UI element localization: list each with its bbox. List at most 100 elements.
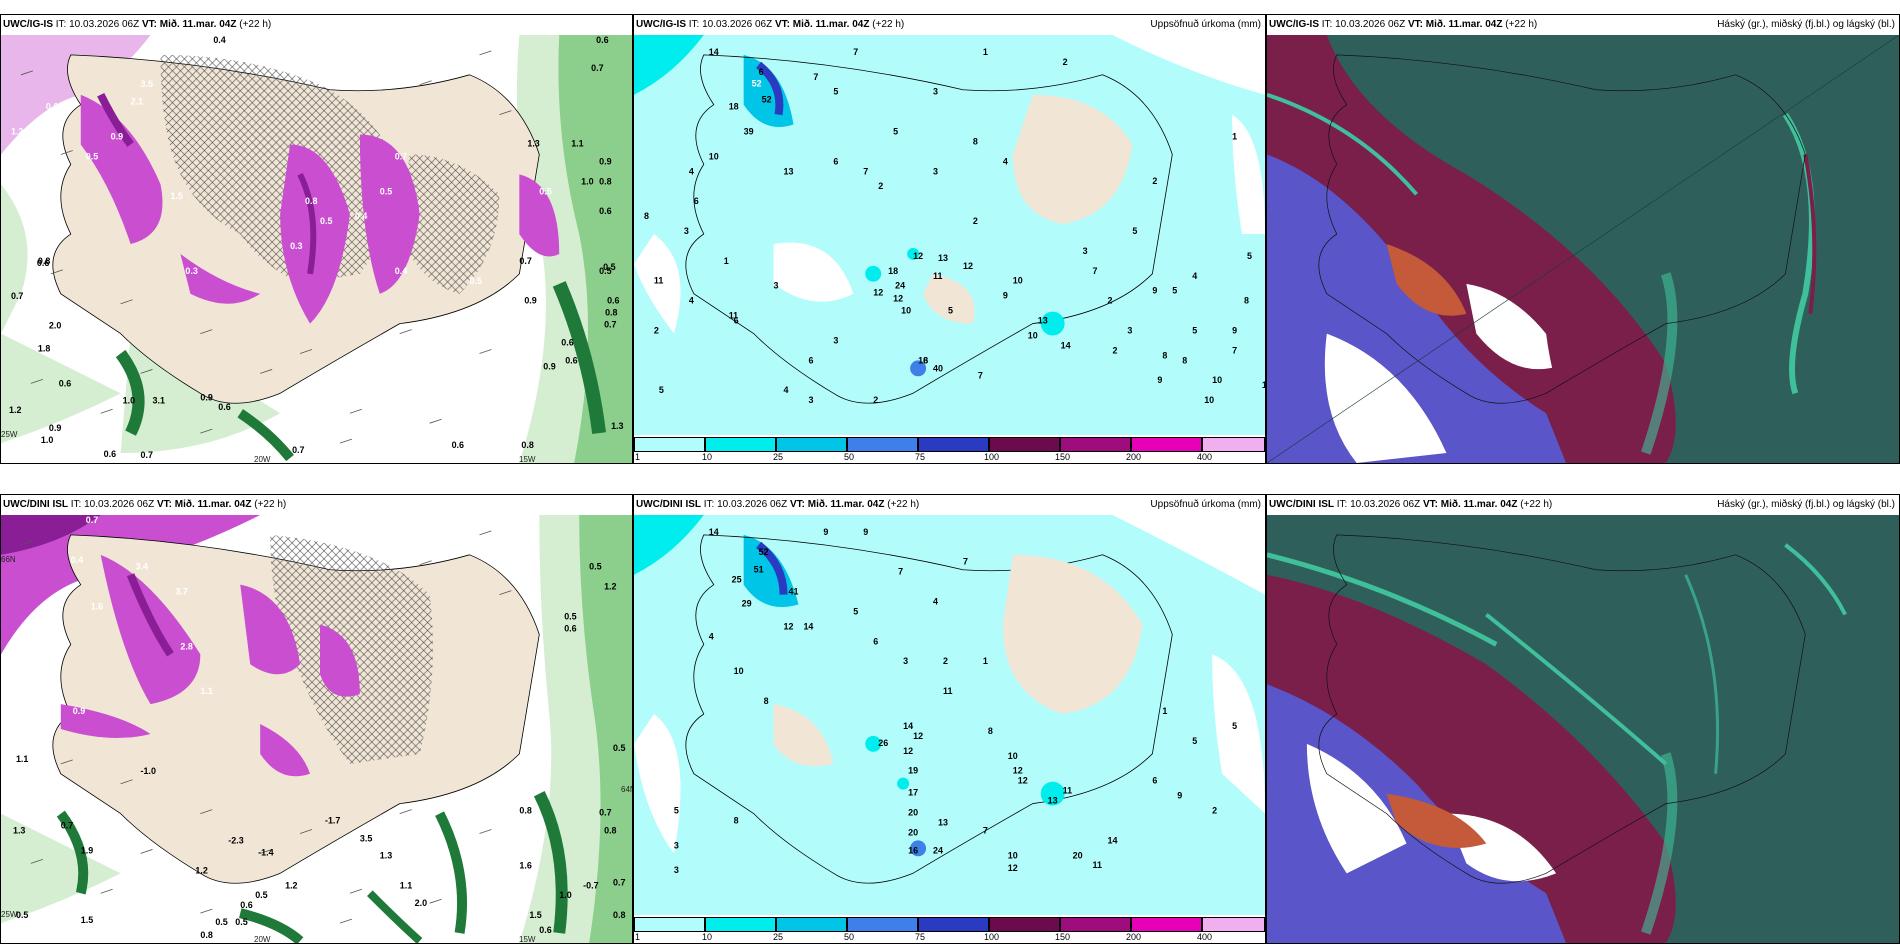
vt-label: VT:	[789, 499, 805, 510]
value-label: 0.7	[604, 320, 616, 330]
value-label: 0.5	[539, 186, 551, 196]
colorbar-swatch	[634, 917, 705, 932]
value-label: -1.7	[325, 816, 340, 826]
value-label: 0.4	[395, 266, 407, 276]
value-label: 6	[694, 196, 699, 206]
value-label: 11	[654, 276, 663, 286]
value-label: 1	[1262, 380, 1265, 390]
value-label: 4	[1003, 156, 1008, 166]
value-label: 8	[988, 726, 993, 736]
valid-time: Mið. 11.mar. 04Z	[1425, 19, 1503, 30]
lead-time: (+22 h)	[1505, 19, 1538, 30]
value-label: 2	[973, 216, 978, 226]
vt-label: VT:	[156, 499, 172, 510]
valid-time: Mið. 11.mar. 04Z	[174, 499, 252, 510]
value-label: 5	[1232, 721, 1237, 731]
value-label: 0.8	[613, 910, 625, 920]
map-area	[1267, 35, 1899, 463]
value-label: 1.2	[195, 865, 207, 875]
lon-label: 25W	[1, 430, 18, 439]
value-label: 2.8	[180, 641, 192, 651]
value-label: 7	[1232, 345, 1237, 355]
value-label: 13	[938, 253, 948, 263]
value-label: 7	[898, 567, 903, 577]
map-area: 14 7 1 2 5 7 3 8 18 52 39 13 10 6 4 3 6 …	[634, 35, 1265, 435]
colorbar-swatch	[989, 437, 1060, 452]
vt-label: VT:	[1422, 499, 1438, 510]
value-label: 12	[963, 261, 973, 271]
value-label: 7	[863, 166, 868, 176]
map-area: 0.4 0.6 0.7 1.2 0.6 0.5 2.1 3.5 0.9 0.8 …	[1, 35, 632, 463]
value-label: 8	[1182, 355, 1187, 365]
value-label: 40	[933, 363, 943, 373]
value-label: 5	[948, 306, 953, 316]
value-label: 6	[1152, 776, 1157, 786]
value-label: 17	[908, 788, 918, 798]
value-label: 0.5	[470, 276, 482, 286]
value-label: 0.3	[185, 266, 197, 276]
value-label: 0.4	[268, 515, 280, 525]
value-label: 1.0	[559, 890, 571, 900]
value-label: 1.0	[23, 706, 35, 716]
value-label: 4	[689, 166, 694, 176]
value-label: 14	[1107, 835, 1117, 845]
value-label: 5	[833, 87, 838, 97]
value-label: 1.8	[38, 344, 50, 354]
value-label: 0.8	[519, 806, 531, 816]
value-label: 3	[684, 226, 689, 236]
colorbar-tick: 75	[915, 932, 926, 942]
colorbar-swatch	[1202, 917, 1265, 932]
value-label: 0.8	[200, 930, 212, 940]
colorbar-swatch	[918, 437, 989, 452]
lead-time: (+22 h)	[1520, 499, 1553, 510]
value-label: 13	[1048, 796, 1058, 806]
value-label: 25	[732, 575, 742, 585]
value-label: 10	[709, 151, 719, 161]
value-label: 13	[784, 166, 794, 176]
precip-map: 14 9 9 7 25 51 29 52 12 14 41 5 6 8 10 7…	[634, 515, 1265, 915]
value-label: 11	[943, 686, 952, 696]
value-label: 0.6	[37, 258, 49, 268]
colorbar-tick: 400	[1197, 452, 1213, 462]
model-name: UWC/DINI ISL	[1269, 499, 1334, 510]
value-label: 0.5	[320, 216, 332, 226]
colorbar: 1 10 25 50 75 100 150 200 400	[634, 915, 1265, 943]
value-label: 3.7	[175, 587, 187, 597]
colorbar-swatch	[1202, 437, 1265, 452]
value-label: 7	[963, 557, 968, 567]
value-label: 11	[933, 271, 942, 281]
value-label: 6	[833, 156, 838, 166]
value-label: 10	[734, 666, 744, 676]
colorbar-tick: 25	[773, 452, 784, 462]
colorbar-swatch	[1060, 437, 1131, 452]
vt-label: VT:	[141, 19, 157, 30]
value-label: 8	[1244, 296, 1249, 306]
colorbar-swatch	[1131, 437, 1202, 452]
value-label: 0.7	[11, 291, 23, 301]
value-label: 1	[1162, 706, 1167, 716]
value-label: 1.5	[170, 191, 182, 201]
value-label: 0.9	[200, 392, 212, 402]
colorbar-tick: 75	[915, 452, 926, 462]
value-label: 1.1	[400, 880, 412, 890]
lon-label: 20W	[254, 455, 271, 464]
value-label: 12	[873, 288, 883, 298]
value-label: 0.6	[104, 449, 116, 459]
cloud-map	[1267, 35, 1899, 463]
value-label: 12	[913, 251, 923, 261]
value-label: 0.6	[607, 296, 619, 306]
value-label: 5	[659, 385, 664, 395]
value-label: 0.6	[561, 338, 573, 348]
value-label: 2	[1112, 345, 1117, 355]
value-label: 2	[1063, 57, 1068, 67]
precip-panel-bottom: UWC/DINI ISL IT: 10.03.2026 06Z VT: Mið.…	[633, 494, 1266, 944]
value-label: 5	[1192, 736, 1197, 746]
init-time: 10.03.2026 06Z	[1350, 499, 1421, 510]
panel-header: UWC/IG-IS IT: 10.03.2026 06Z VT: Mið. 11…	[1, 15, 632, 35]
value-label: 2.0	[49, 321, 61, 331]
value-label: 13	[938, 817, 948, 827]
colorbar-swatch	[705, 437, 776, 452]
colorbar-tick: 50	[844, 932, 855, 942]
value-label: 9	[1177, 791, 1182, 801]
panel-header: UWC/IG-IS IT: 10.03.2026 06Z VT: Mið. 11…	[1267, 15, 1899, 35]
